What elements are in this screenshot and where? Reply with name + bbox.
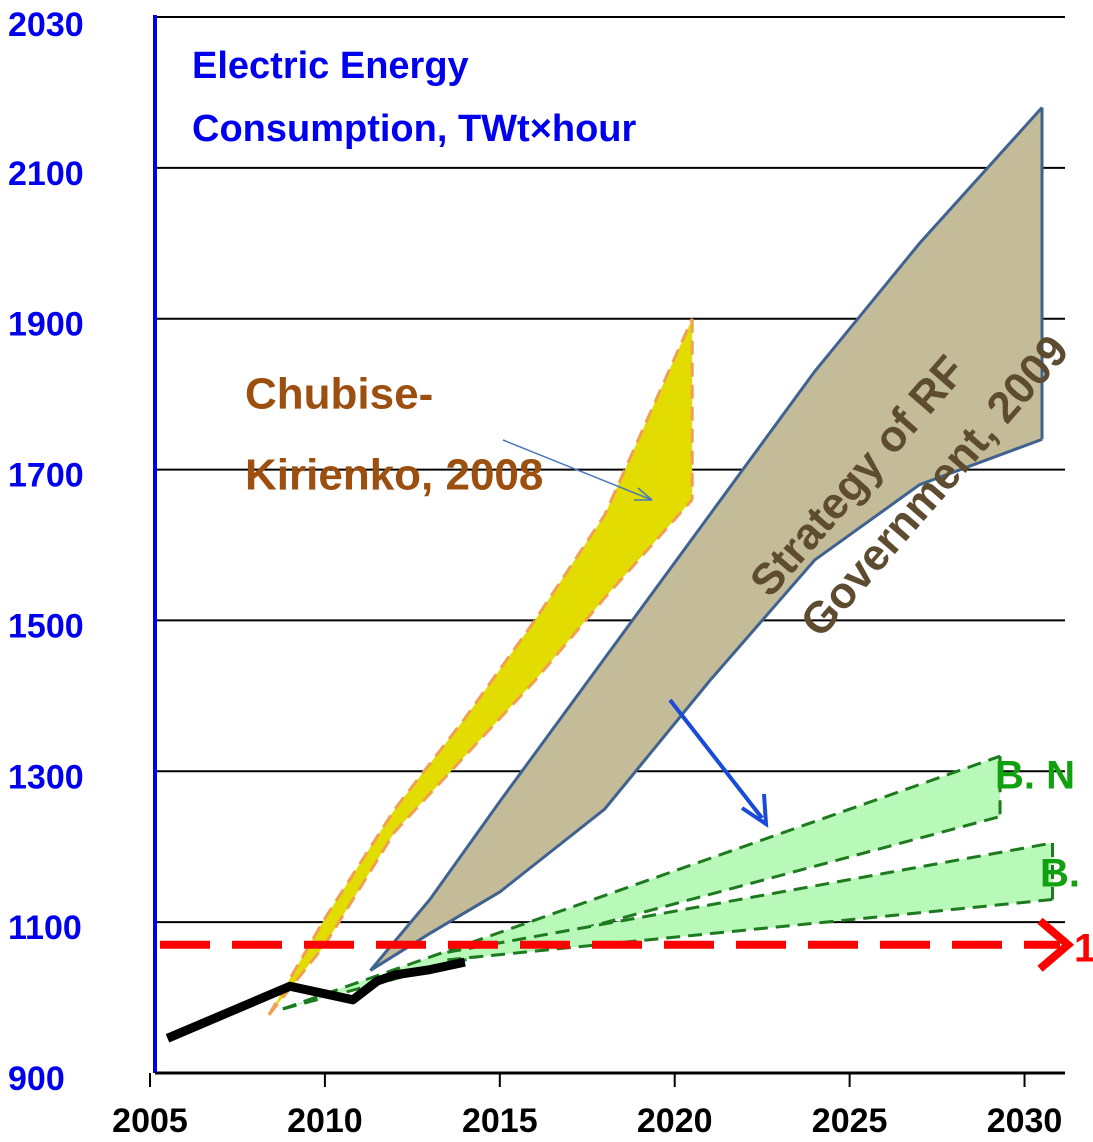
band-edge [447,898,1053,962]
band-area [447,842,1053,960]
annotation: B. N [995,754,1075,798]
direction-arrow [668,698,764,820]
band-edge [282,754,1001,1011]
x-tick-label: 2010 [287,1102,363,1140]
reference-label: 1 [1074,926,1093,970]
y-tick-label: 1500 [8,607,84,645]
band-edge [447,841,1053,954]
x-tick-label: 2030 [987,1102,1063,1140]
band-edge [267,318,694,1016]
pointer-arrow [502,439,653,501]
band-edge [369,437,1043,972]
annotation: B. [1040,852,1080,896]
band-area [282,756,1001,1009]
arrow-head [740,793,769,828]
y-tick-label: 2030 [8,6,84,44]
x-tick-label: 2015 [462,1102,538,1140]
plot [149,16,1075,1087]
arrow-head [634,487,653,501]
y-tick-label: 1700 [8,457,84,495]
band-area [370,107,1043,971]
chart-title: Consumption, TWt×hour [192,108,637,150]
x-tick-label: 2005 [112,1102,188,1140]
band-edge [369,106,1044,972]
chart-title: Electric Energy [192,45,469,87]
annotation: Kirienko, 2008 [245,451,543,500]
actual-line [165,957,466,1043]
y-tick-label: 1900 [8,306,84,344]
annotation: Chubise- [245,370,433,419]
x-tick-label: 2025 [812,1102,888,1140]
y-tick-label: 1100 [8,909,82,947]
reference-arrow [1037,917,1075,972]
y-tick-label: 1300 [8,758,84,796]
y-tick-label: 2100 [8,155,84,193]
y-tick-label: 900 [8,1060,65,1098]
x-tick-label: 2020 [637,1102,713,1140]
